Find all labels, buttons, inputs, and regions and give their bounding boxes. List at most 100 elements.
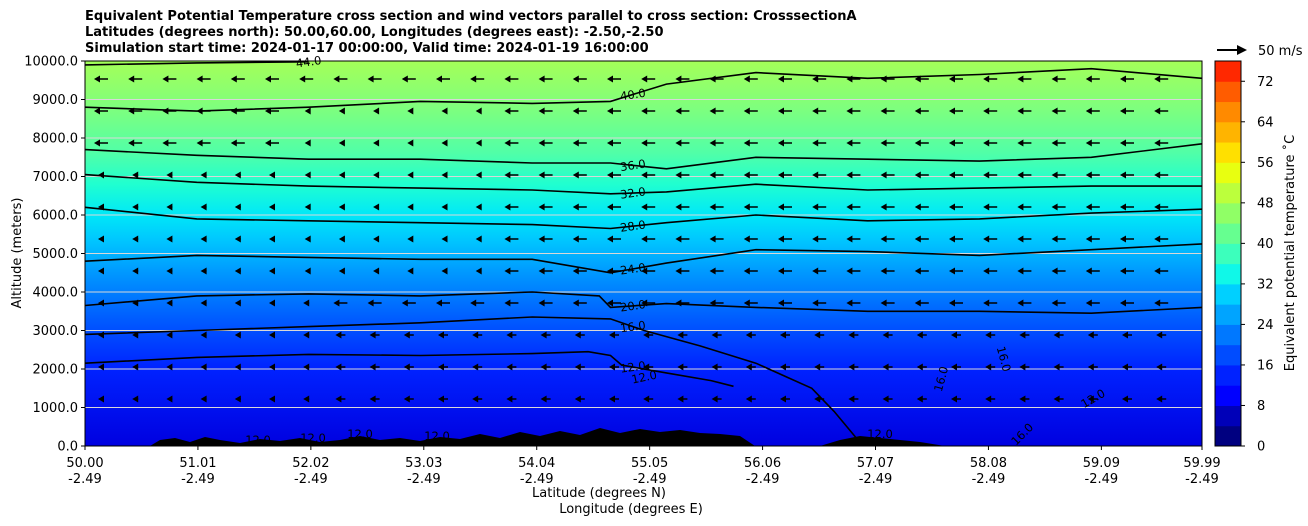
contour-label-28: 28.0	[619, 217, 646, 234]
wind-vector-head	[132, 267, 139, 275]
wind-vectors	[94, 75, 1169, 403]
wind-vector-head	[914, 235, 921, 243]
wind-vector-head	[641, 235, 648, 243]
wind-vector-head	[338, 235, 345, 243]
y-tick-label: 7000.0	[33, 170, 79, 185]
wind-vector-head	[1120, 107, 1126, 115]
wind-vector-head	[607, 299, 613, 307]
wind-vector-head	[949, 75, 955, 83]
wind-vector-head	[438, 331, 444, 339]
wind-vector-head	[1120, 75, 1126, 83]
wind-vector-head	[607, 107, 613, 115]
colorbar-segment	[1215, 425, 1241, 447]
wind-vector-head	[1051, 267, 1058, 275]
colorbar-segment	[1215, 304, 1241, 325]
wind-vector-head	[1051, 75, 1058, 83]
x-tick-label-latitude: 59.09	[1083, 456, 1120, 471]
wind-vector-head	[812, 235, 819, 243]
wind-vector-head	[540, 363, 547, 371]
wind-vector-head	[472, 395, 479, 403]
y-axis: 0.0 1000.0 2000.0 3000.0 4000.0 5000.0 6000.0 7…	[24, 55, 85, 455]
wind-vector-head	[234, 331, 241, 339]
wind-vector-head	[303, 363, 310, 371]
wind-vector-head	[985, 331, 992, 339]
colorbar-segment	[1215, 81, 1241, 103]
contour-label-32: 32.0	[619, 184, 646, 201]
wind-vector-head	[401, 75, 408, 83]
wind-vector-head	[1120, 267, 1126, 275]
wind-vector-head	[914, 203, 921, 211]
x-tick-label-longitude: -2.49	[972, 472, 1006, 487]
wind-vector-head	[230, 75, 237, 83]
wind-vector-head	[438, 363, 444, 371]
wind-vector-head	[812, 75, 819, 83]
wind-vector-head	[572, 267, 579, 275]
terrain-silhouette-west	[150, 428, 755, 446]
x-tick-label-longitude: -2.49	[68, 472, 102, 487]
contour-line-40	[84, 67, 1203, 112]
wind-vector-head	[540, 395, 547, 403]
wind-vector-head	[949, 139, 955, 147]
wind-vector-head	[985, 363, 992, 371]
plot-area: 12.0 16.0 20.0 24.0 28.0 32.0 36.0 40.0 44.0 16.0…	[84, 53, 1203, 448]
wind-vector-head	[1085, 139, 1092, 147]
wind-vector-head	[677, 363, 684, 371]
wind-vector-head	[812, 267, 819, 275]
wind-vector-head	[504, 203, 511, 211]
wind-vector-head	[234, 203, 241, 211]
contour-label-extra: 16.0	[994, 345, 1014, 373]
y-tick-label: 9000.0	[33, 93, 79, 108]
wind-vector-head	[743, 107, 750, 115]
wind-vector-head	[778, 203, 784, 211]
wind-vector-head	[1154, 203, 1161, 211]
wind-vector-head	[1120, 171, 1126, 179]
wind-vector-head	[162, 75, 169, 83]
wind-vector-head	[574, 331, 581, 339]
wind-vector-head	[94, 107, 100, 115]
wind-vector-head	[778, 75, 784, 83]
wind-vector-head	[299, 75, 306, 83]
wind-vector-head	[304, 203, 311, 211]
wind-vector-head	[949, 171, 955, 179]
chart-title-line-2: Latitudes (degrees north): 50.00,60.00, …	[85, 25, 664, 40]
wind-vector-head	[983, 171, 990, 179]
wind-vector-head	[641, 171, 648, 179]
wind-vector-head	[609, 331, 615, 339]
wind-vector-head	[677, 395, 684, 403]
wind-vector-head	[269, 267, 275, 275]
chart-title-line-1: Equivalent Potential Temperature cross s…	[85, 9, 857, 24]
wind-vector-head	[983, 299, 990, 307]
wind-vector-head	[200, 331, 207, 339]
wind-vector-head	[1053, 395, 1060, 403]
wind-vector-head	[538, 203, 545, 211]
wind-vector-head	[338, 107, 345, 115]
wind-vector-head	[1122, 331, 1128, 339]
colorbar-tick-label: 64	[1257, 115, 1274, 130]
wind-vector-head	[1051, 235, 1058, 243]
wind-vector-head	[1085, 171, 1092, 179]
wind-vector-head	[333, 299, 340, 307]
x-axis-label-longitude: Longitude (degrees E)	[559, 502, 703, 517]
x-tick-label-longitude: -2.49	[1185, 472, 1219, 487]
wind-vector-head	[1154, 75, 1161, 83]
wind-vector-head	[94, 75, 100, 83]
y-tick-label: 3000.0	[33, 324, 79, 339]
wind-vector-head	[743, 267, 750, 275]
wind-vector-head	[846, 203, 853, 211]
colorbar-segment	[1215, 405, 1241, 427]
wind-vector-head	[574, 395, 581, 403]
wind-vector-head	[230, 139, 237, 147]
wind-reference-key: 50 m/s	[1217, 44, 1303, 59]
wind-vector-head	[538, 299, 545, 307]
colorbar-segment	[1215, 263, 1241, 285]
contour-line-32	[84, 173, 1202, 195]
wind-vector-head	[778, 267, 784, 275]
wind-vector-head	[1120, 203, 1126, 211]
wind-vector-head	[709, 203, 716, 211]
wind-vector-head	[162, 139, 169, 147]
wind-vector-head	[951, 363, 957, 371]
wind-vector-head	[641, 107, 648, 115]
colorbar-tick-label: 72	[1257, 75, 1274, 90]
wind-vector-head	[475, 267, 482, 275]
contour-label-extra: 12.0	[630, 368, 658, 387]
